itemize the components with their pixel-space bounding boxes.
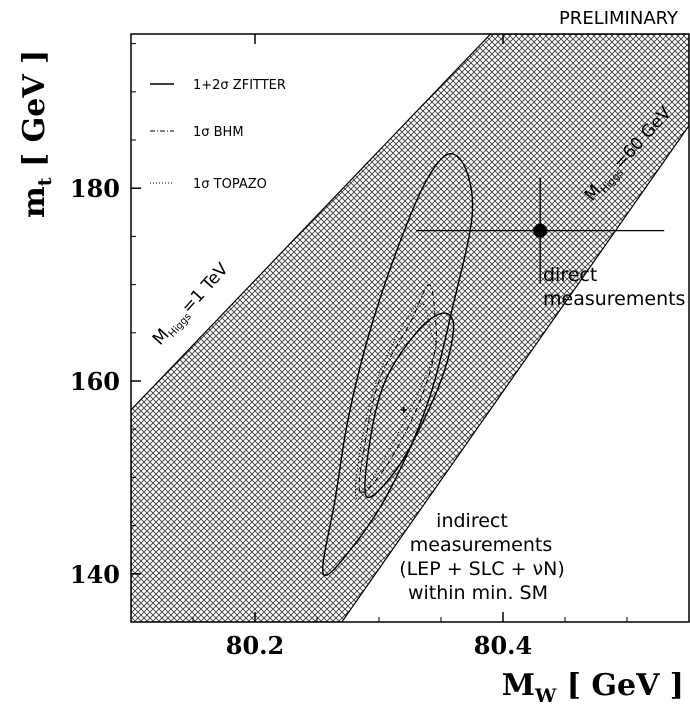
y-axis-title: mt [ GeV ] [17, 50, 56, 218]
plot-frame [130, 33, 690, 623]
x-tick-label: 80.4 [474, 631, 532, 660]
direct-measurement-point [416, 177, 665, 284]
direct-marker [533, 223, 548, 238]
legend-label-bhm: 1σ BHM [193, 125, 244, 140]
higgs-mass-band [131, 34, 689, 622]
legend-label-topazo: 1σ TOPAZO [193, 177, 267, 192]
indirect-label-line4: within min. SM [408, 582, 548, 604]
contour-1sigma-zfitter [364, 312, 455, 499]
indirect-central-cross [400, 406, 407, 413]
x-ticks: 80.2 80.4 [130, 34, 690, 660]
indirect-label-line3: (LEP + SLC + νN) [399, 558, 565, 580]
x-axis-title: MW [ GeV ] [502, 668, 684, 706]
y-ticks: 140 160 180 [70, 43, 141, 623]
legend-label-zfitter: 1+2σ ZFITTER [193, 78, 286, 93]
contour-1sigma-bhm [358, 284, 437, 493]
indirect-label-line1: indirect [436, 510, 508, 532]
direct-label-line1: direct [543, 264, 597, 286]
legend: 1+2σ ZFITTER 1σ BHM 1σ TOPAZO [150, 78, 286, 192]
contour-1sigma-topazo [355, 303, 437, 500]
contour-2sigma-zfitter [321, 153, 474, 577]
indirect-label-line2: measurements [410, 534, 552, 556]
y-tick-label: 140 [70, 560, 120, 589]
x-tick-label: 80.2 [226, 631, 284, 660]
direct-label-line2: measurements [543, 288, 685, 310]
y-tick-label: 180 [70, 174, 120, 203]
preliminary-label: PRELIMINARY [559, 8, 679, 29]
y-tick-label: 160 [70, 367, 120, 396]
